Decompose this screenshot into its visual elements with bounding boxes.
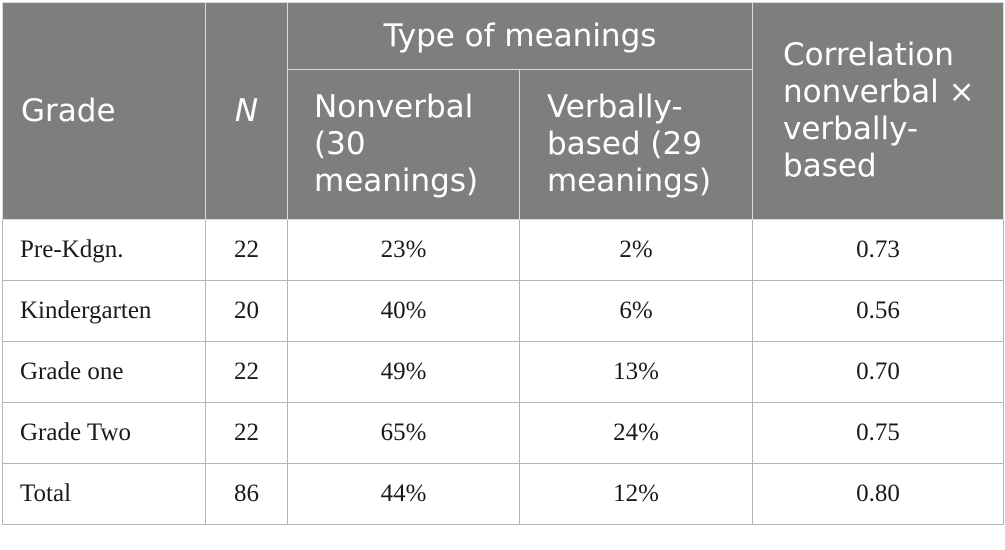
header-nonverbal-line-1: Nonverbal <box>314 89 474 125</box>
cell-verbally-based: 12% <box>518 463 754 525</box>
header-verbally-based-line-1: Verbally- <box>547 89 683 125</box>
cell-grade: Grade one <box>2 341 206 403</box>
cell-grade: Pre-Kdgn. <box>2 219 206 281</box>
table-row: Kindergarten 20 40% 6% 0.56 <box>2 280 1005 342</box>
cell-verbally-based: 13% <box>518 341 754 403</box>
cell-n: 20 <box>205 280 288 342</box>
table-row: Total 86 44% 12% 0.80 <box>2 463 1005 525</box>
cell-nonverbal: 44% <box>287 463 520 525</box>
cell-n: 22 <box>205 341 288 403</box>
header-correlation-line-2: nonverbal × <box>783 74 975 110</box>
table-row: Grade one 22 49% 13% 0.70 <box>2 341 1005 403</box>
header-nonverbal: Nonverbal (30 meanings) <box>287 69 520 220</box>
table-header: Grade N Type of meanings Correlation non… <box>2 2 1005 220</box>
cell-nonverbal: 23% <box>287 219 520 281</box>
cell-verbally-based: 6% <box>518 280 754 342</box>
table-row: Pre-Kdgn. 22 23% 2% 0.73 <box>2 219 1005 281</box>
header-correlation-line-4: based <box>783 148 877 184</box>
header-nonverbal-line-2: (30 <box>314 126 366 162</box>
header-type-of-meanings: Type of meanings <box>286 2 754 70</box>
cell-correlation: 0.80 <box>752 463 1005 525</box>
header-correlation-line-1: Correlation <box>783 37 954 73</box>
header-verbally-based-line-2: based (29 <box>547 126 702 162</box>
table-row: Grade Two 22 65% 24% 0.75 <box>2 402 1005 464</box>
header-grade: Grade <box>2 2 206 220</box>
cell-correlation: 0.73 <box>752 219 1005 281</box>
cell-nonverbal: 49% <box>287 341 520 403</box>
cell-nonverbal: 65% <box>287 402 520 464</box>
meanings-table: Grade N Type of meanings Correlation non… <box>2 2 1005 525</box>
header-nonverbal-line-3: meanings) <box>314 163 479 199</box>
cell-verbally-based: 24% <box>518 402 754 464</box>
header-correlation-line-3: verbally- <box>783 111 919 147</box>
table-body: Pre-Kdgn. 22 23% 2% 0.73 Kindergarten 20… <box>2 219 1005 525</box>
cell-n: 22 <box>205 402 288 464</box>
header-row-top: Grade N Type of meanings Correlation non… <box>2 2 1005 220</box>
cell-n: 86 <box>205 463 288 525</box>
cell-n: 22 <box>205 219 288 281</box>
cell-grade: Total <box>2 463 206 525</box>
header-correlation: Correlation nonverbal × verbally- based <box>752 2 1005 220</box>
cell-nonverbal: 40% <box>287 280 520 342</box>
header-row-sub: Nonverbal (30 meanings) Verbally- based … <box>3 69 1004 220</box>
cell-grade: Kindergarten <box>2 280 206 342</box>
header-verbally-based: Verbally- based (29 meanings) <box>518 69 754 220</box>
header-n: N <box>205 2 288 220</box>
cell-correlation: 0.70 <box>752 341 1005 403</box>
cell-correlation: 0.56 <box>752 280 1005 342</box>
cell-correlation: 0.75 <box>752 402 1005 464</box>
cell-verbally-based: 2% <box>518 219 754 281</box>
cell-grade: Grade Two <box>2 402 206 464</box>
header-verbally-based-line-3: meanings) <box>547 163 712 199</box>
